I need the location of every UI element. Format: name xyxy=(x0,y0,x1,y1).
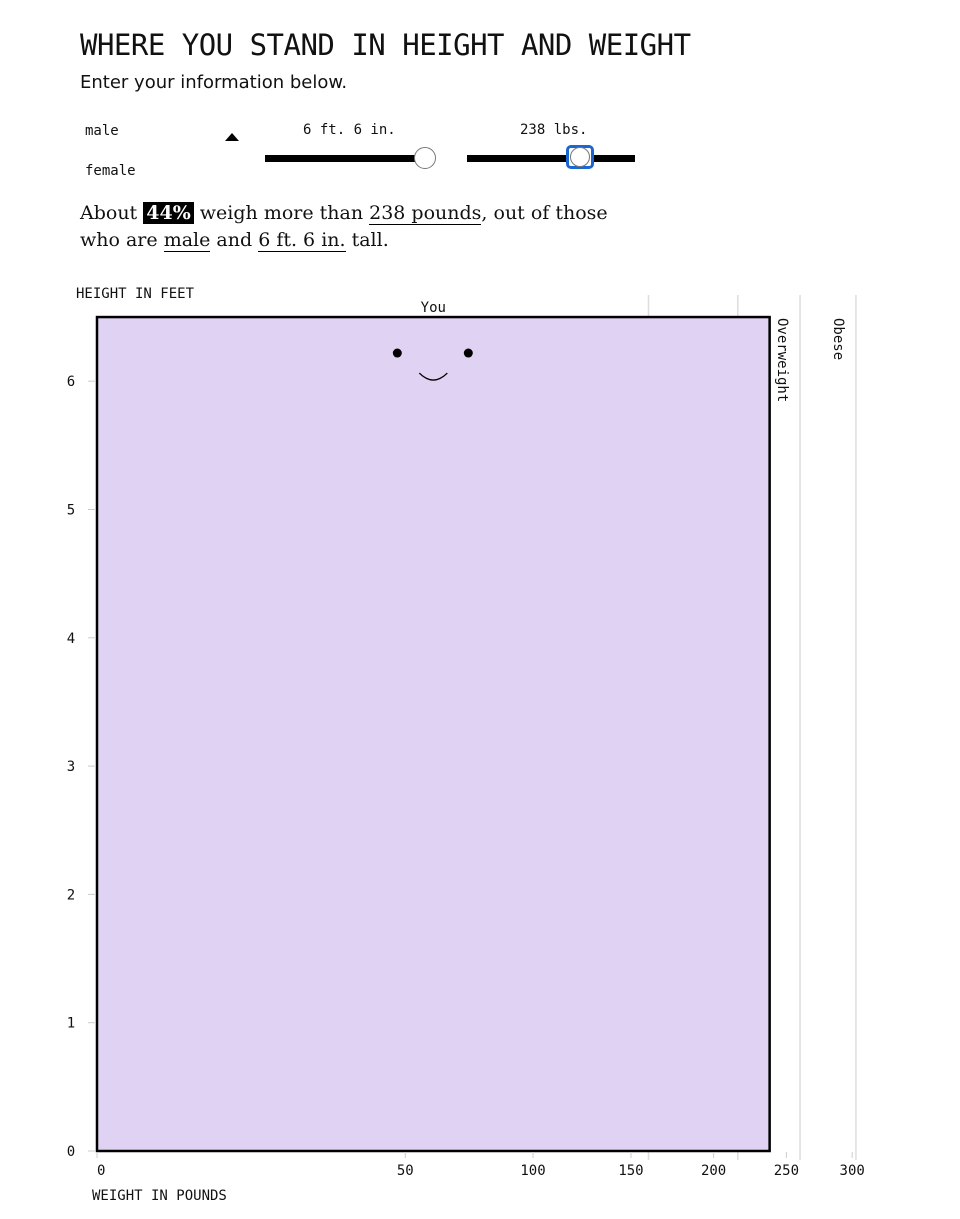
text: and xyxy=(216,229,253,251)
x-tick-label: 50 xyxy=(397,1163,414,1179)
x-tick-label: 250 xyxy=(774,1163,799,1179)
x-tick-label: 200 xyxy=(701,1163,726,1179)
sex-link[interactable]: male xyxy=(163,229,211,252)
x-tick-label: 300 xyxy=(840,1163,865,1179)
weight-slider-knob[interactable] xyxy=(570,147,590,167)
threshold-label: Obese xyxy=(830,318,846,360)
y-tick-label: 5 xyxy=(67,503,75,519)
triangle-up-icon[interactable] xyxy=(225,133,239,141)
percent-badge: 44% xyxy=(143,202,194,224)
y-tick-label: 6 xyxy=(67,374,75,390)
y-tick-label: 2 xyxy=(67,887,75,903)
you-rectangle xyxy=(95,315,771,1153)
face-icon xyxy=(392,348,473,381)
x-axis-label: WEIGHT IN POUNDS xyxy=(92,1188,227,1204)
text: About xyxy=(80,202,138,224)
text: , out of those xyxy=(481,202,608,224)
y-tick-label: 0 xyxy=(67,1144,75,1160)
text: who are xyxy=(80,229,158,251)
weight-value-label: 238 lbs. xyxy=(520,122,588,138)
x-tick-label: 100 xyxy=(520,1163,545,1179)
eye xyxy=(463,348,473,358)
result-sentence: About 44% weigh more than 238 pounds, ou… xyxy=(80,200,680,254)
height-slider-knob[interactable] xyxy=(414,147,436,169)
subtitle: Enter your information below. xyxy=(80,72,348,93)
eye xyxy=(392,348,402,358)
height-slider-track[interactable] xyxy=(265,155,417,162)
sex-option-male[interactable]: male xyxy=(85,123,119,139)
x-tick-label: 150 xyxy=(618,1163,643,1179)
y-tick-label: 3 xyxy=(67,759,75,775)
weight-slider-track[interactable] xyxy=(467,155,635,162)
threshold-label: Overweight xyxy=(774,318,790,402)
y-tick-label: 1 xyxy=(67,1016,75,1032)
page-title: WHERE YOU STAND IN HEIGHT AND WEIGHT xyxy=(80,28,691,62)
x-tick-label: 0 xyxy=(97,1163,105,1179)
y-axis-label: HEIGHT IN FEET xyxy=(76,286,195,302)
text: weigh more than xyxy=(199,202,364,224)
weight-link[interactable]: 238 pounds xyxy=(369,202,482,225)
smile xyxy=(418,372,448,381)
text: tall. xyxy=(351,229,389,251)
sex-option-female[interactable]: female xyxy=(85,163,136,179)
weight-slider-focus[interactable] xyxy=(566,145,594,169)
height-link[interactable]: 6 ft. 6 in. xyxy=(258,229,346,252)
y-tick-label: 4 xyxy=(67,631,75,647)
height-value-label: 6 ft. 6 in. xyxy=(303,122,396,138)
you-label: You xyxy=(421,300,446,316)
